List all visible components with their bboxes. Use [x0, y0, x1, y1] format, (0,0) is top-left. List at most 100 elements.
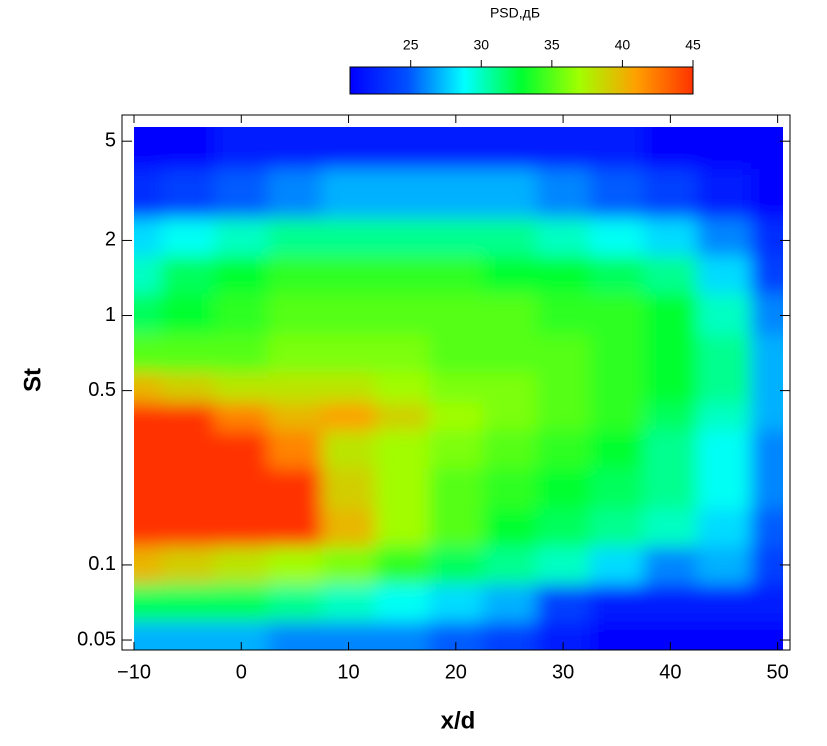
- heatmap-cell: [160, 584, 215, 623]
- heatmap-cell: [375, 372, 430, 404]
- heatmap-cell: [536, 127, 591, 170]
- heatmap-cell: [214, 584, 269, 623]
- heatmap-cell: [589, 256, 645, 295]
- heatmap-cell: [160, 127, 215, 170]
- heatmap-cell: [321, 372, 376, 404]
- colorbar: [349, 66, 694, 95]
- heatmap-cell: [429, 127, 484, 170]
- heatmap-cell: [643, 402, 698, 431]
- heatmap-cell: [697, 334, 752, 373]
- heatmap-cell: [482, 256, 537, 295]
- heatmap-cell: [589, 546, 645, 585]
- heatmap-cell: [750, 467, 783, 510]
- heatmap-cell: [482, 334, 537, 373]
- heatmap-cell: [750, 127, 783, 170]
- heatmap-cell: [268, 509, 323, 548]
- colorbar-tick-label: 40: [615, 37, 631, 53]
- heatmap-cell: [589, 168, 645, 219]
- heatmap-cell: [375, 168, 430, 219]
- heatmap-cell: [268, 546, 323, 585]
- x-tick-label: 40: [659, 661, 681, 683]
- heatmap-cell: [750, 546, 783, 585]
- heatmap-cell: [482, 402, 537, 431]
- heatmap-cell: [697, 546, 752, 585]
- heatmap-cell: [536, 584, 591, 623]
- heatmap-cell: [134, 430, 162, 469]
- heatmap-cell: [160, 372, 215, 404]
- heatmap-cell: [375, 402, 430, 431]
- heatmap-cell: [536, 218, 591, 257]
- x-tick-label: 30: [552, 661, 574, 683]
- heatmap-cell: [643, 256, 698, 295]
- heatmap-cell: [268, 402, 323, 431]
- heatmap-cell: [482, 430, 537, 469]
- heatmap-cell: [697, 127, 752, 170]
- heatmap-cell: [589, 218, 645, 257]
- heatmap-cell: [536, 467, 591, 510]
- heatmap-cell: [643, 509, 698, 548]
- heatmap-cell: [214, 467, 269, 510]
- heatmap-cell: [214, 127, 269, 170]
- heatmap-cell: [482, 509, 537, 548]
- y-tick-label: 0.1: [88, 553, 116, 575]
- y-tick-label: 0.05: [77, 628, 116, 650]
- heatmap-cell: [750, 218, 783, 257]
- heatmap-cell: [321, 467, 376, 510]
- heatmap-cell: [589, 127, 645, 170]
- heatmap-cell: [134, 218, 162, 257]
- heatmap-cell: [268, 621, 323, 650]
- heatmap-cell: [643, 293, 698, 336]
- x-tick-label: 0: [236, 661, 247, 683]
- heatmap-cell: [482, 546, 537, 585]
- heatmap-cell: [375, 467, 430, 510]
- heatmap-cell: [536, 402, 591, 431]
- heatmap-cell: [429, 584, 484, 623]
- heatmap-cell: [482, 293, 537, 336]
- heatmap-cell: [482, 218, 537, 257]
- heatmap-cell: [134, 467, 162, 510]
- heatmap-cell: [536, 546, 591, 585]
- heatmap-cell: [482, 621, 537, 650]
- heatmap-cell: [375, 218, 430, 257]
- heatmap-cell: [268, 218, 323, 257]
- heatmap-cell: [375, 509, 430, 548]
- heatmap-cell: [375, 621, 430, 650]
- heatmap-cell: [643, 546, 698, 585]
- heatmap-cell: [429, 334, 484, 373]
- heatmap-cell: [375, 584, 430, 623]
- heatmap-cell: [750, 430, 783, 469]
- heatmap-cell: [321, 168, 376, 219]
- heatmap-cell: [134, 334, 162, 373]
- heatmap-cell: [214, 546, 269, 585]
- heatmap-cell: [697, 372, 752, 404]
- heatmap-cell: [750, 334, 783, 373]
- heatmap-cell: [589, 621, 645, 650]
- heatmap-cell: [375, 334, 430, 373]
- heatmap-cell: [134, 256, 162, 295]
- heatmap-cell: [268, 168, 323, 219]
- heatmap-cell: [750, 256, 783, 295]
- heatmap-cell: [697, 402, 752, 431]
- y-tick-label: 5: [105, 129, 116, 151]
- heatmap-cell: [697, 584, 752, 623]
- heatmap-cell: [482, 584, 537, 623]
- heatmap-cell: [160, 168, 215, 219]
- heatmap-cell: [697, 621, 752, 650]
- heatmap-cell: [268, 293, 323, 336]
- heatmap-cell: [589, 372, 645, 404]
- heatmap-cell: [536, 168, 591, 219]
- heatmap-cell: [160, 621, 215, 650]
- heatmap-cell: [643, 467, 698, 510]
- heatmap-cell: [160, 293, 215, 336]
- heatmap-cell: [268, 584, 323, 623]
- heatmap-cell: [134, 402, 162, 431]
- heatmap-cell: [750, 293, 783, 336]
- heatmap-cell: [268, 430, 323, 469]
- heatmap-cell: [429, 402, 484, 431]
- heatmap-cell: [482, 372, 537, 404]
- heatmap-cell: [321, 334, 376, 373]
- heatmap-cell: [214, 293, 269, 336]
- heatmap-cell: [429, 430, 484, 469]
- heatmap-cell: [268, 256, 323, 295]
